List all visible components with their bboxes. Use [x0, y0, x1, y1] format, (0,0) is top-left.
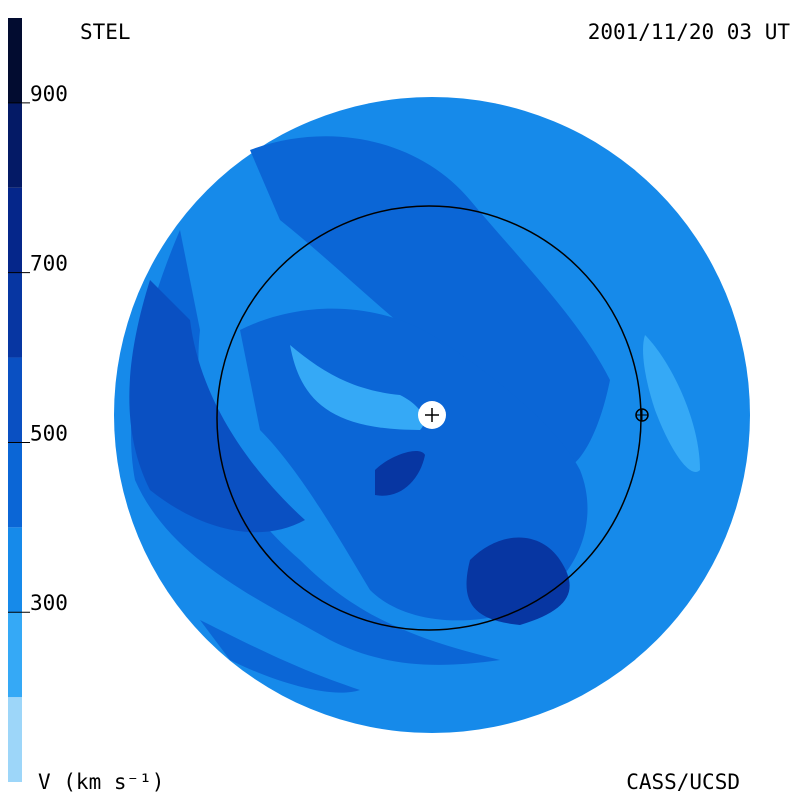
observatory-label: STEL: [80, 20, 131, 44]
credit-label: CASS/UCSD: [626, 770, 740, 794]
colorbar-tick-label: 300: [30, 591, 68, 615]
colorbar-tick-label: 900: [30, 82, 68, 106]
colorbar-band: [8, 187, 22, 273]
colorbar-band: [8, 697, 22, 782]
colorbar-band: [8, 442, 22, 528]
colorbar-band: [8, 272, 22, 358]
colorbar-band: [8, 102, 22, 188]
earth: [635, 408, 649, 422]
colorbar-tick-label: 700: [30, 252, 68, 276]
colorbar-tick-label: 500: [30, 421, 68, 445]
date-label: 2001/11/20 03 UT: [588, 20, 791, 44]
sun: [418, 401, 446, 429]
colorbar-title: V (km s⁻¹): [38, 770, 164, 794]
earth-orbit: [216, 205, 642, 631]
colorbar-band: [8, 18, 22, 103]
colorbar-band: [8, 357, 22, 443]
colorbar-band: [8, 527, 22, 613]
colorbar-band: [8, 612, 22, 698]
